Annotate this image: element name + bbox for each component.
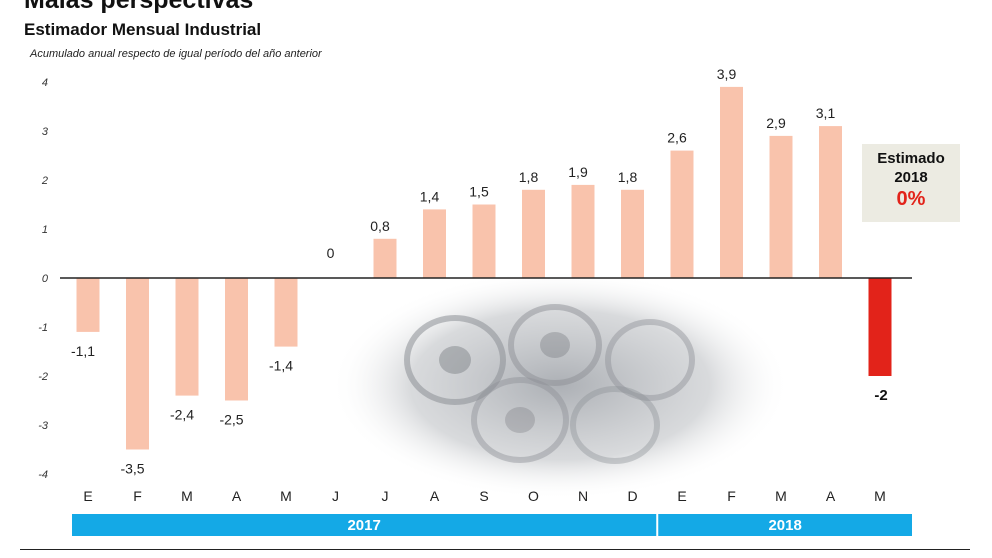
estimate-value: 0% xyxy=(896,188,926,210)
x-tick-label: O xyxy=(528,488,539,504)
y-tick-label: -2 xyxy=(38,371,48,383)
estimate-label: Estimado xyxy=(877,150,945,167)
x-tick-label: N xyxy=(578,488,588,504)
data-label: 2,6 xyxy=(667,130,687,146)
data-label: 1,9 xyxy=(568,164,588,180)
y-tick-label: 3 xyxy=(42,126,49,138)
bar xyxy=(621,189,644,278)
x-tick-label: E xyxy=(677,488,686,504)
data-label: 2,9 xyxy=(766,115,786,131)
bar-highlight xyxy=(868,278,892,376)
x-tick-label: J xyxy=(332,488,339,504)
chart-title: Malas perspectivas xyxy=(24,0,254,14)
data-label: 3,9 xyxy=(717,66,737,82)
data-label: -2,5 xyxy=(219,412,243,428)
bar xyxy=(472,204,496,278)
x-tick-label: A xyxy=(430,488,440,504)
bars xyxy=(76,86,892,450)
x-tick-label: M xyxy=(775,488,787,504)
steel-coils-photo xyxy=(330,270,790,500)
x-tick-label: M xyxy=(181,488,193,504)
x-tick-label: E xyxy=(83,488,92,504)
x-tick-label: A xyxy=(232,488,242,504)
year-band-segment xyxy=(658,514,912,536)
year-band: 2017 2018 xyxy=(72,514,912,536)
data-label: -1,1 xyxy=(71,343,95,359)
data-label: 1,4 xyxy=(420,188,440,204)
bar xyxy=(76,278,100,332)
y-tick-label: -1 xyxy=(38,322,48,334)
bar xyxy=(522,189,545,278)
x-tick-label: F xyxy=(133,488,142,504)
x-tick-label: M xyxy=(874,488,886,504)
bar xyxy=(225,278,248,401)
data-label: 1,8 xyxy=(519,169,539,185)
y-tick-label: 0 xyxy=(42,273,49,285)
data-label: 0 xyxy=(327,245,335,261)
bar xyxy=(274,278,298,347)
y-tick-label: -3 xyxy=(38,420,49,432)
estimate-box: Estimado 2018 0% xyxy=(862,144,960,222)
estimate-year: 2018 xyxy=(894,169,928,186)
x-tick-label: A xyxy=(826,488,836,504)
data-label: 1,8 xyxy=(618,169,638,185)
data-label: 0,8 xyxy=(370,218,390,234)
year-label: 2018 xyxy=(768,517,801,534)
data-label: 1,5 xyxy=(469,184,489,200)
bar xyxy=(126,278,149,450)
bar xyxy=(175,278,199,396)
year-band-segment xyxy=(72,514,657,536)
bar xyxy=(769,135,793,278)
x-tick-label: D xyxy=(627,488,637,504)
bar xyxy=(670,150,694,278)
bottom-rule xyxy=(20,549,970,550)
data-label: -2 xyxy=(874,387,887,404)
data-label: -2,4 xyxy=(170,407,194,423)
bar xyxy=(819,126,842,278)
bar xyxy=(571,184,595,278)
chart-note: Acumulado anual respecto de igual períod… xyxy=(30,48,322,60)
x-tick-label: J xyxy=(382,488,389,504)
x-tick-label: S xyxy=(479,488,488,504)
chart-subtitle: Estimador Mensual Industrial xyxy=(24,20,262,39)
year-label: 2017 xyxy=(347,517,380,534)
y-tick-label: 2 xyxy=(41,175,48,187)
bar xyxy=(423,209,446,278)
data-label: -3,5 xyxy=(120,461,144,477)
bar xyxy=(720,86,743,279)
value-labels: -1,1 -3,5 -2,4 -2,5 -1,4 0 0,8 1,4 1,5 1,8 1,9 1,8 2… xyxy=(71,66,888,477)
y-tick-label: -4 xyxy=(38,469,48,481)
y-tick-label: 4 xyxy=(42,77,48,89)
bar xyxy=(373,238,397,278)
data-label: 3,1 xyxy=(816,105,836,121)
x-tick-label: F xyxy=(727,488,736,504)
y-tick-label: 1 xyxy=(42,224,48,236)
x-tick-label: M xyxy=(280,488,292,504)
y-axis: 4 3 2 1 0 -1 -2 -3 -4 xyxy=(38,77,49,481)
data-label: -1,4 xyxy=(269,358,293,374)
